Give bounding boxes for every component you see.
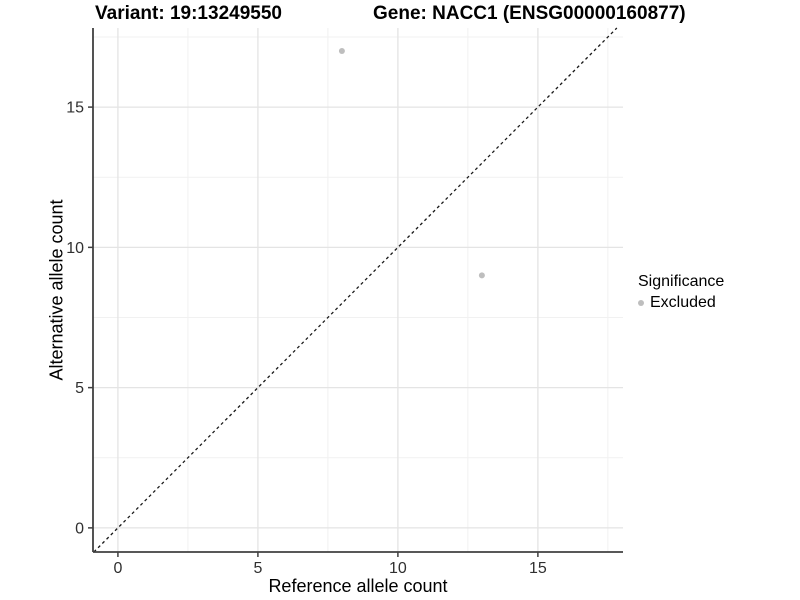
y-tick-label: 0 bbox=[75, 520, 84, 537]
x-tick-label: 10 bbox=[389, 560, 407, 577]
legend-item-label: Excluded bbox=[650, 294, 716, 311]
data-point bbox=[478, 272, 485, 279]
y-tick-label: 15 bbox=[66, 100, 84, 117]
y-tick-label: 10 bbox=[66, 240, 84, 257]
plot-title-variant: Variant: 19:13249550 bbox=[95, 3, 282, 24]
x-axis-title: Reference allele count bbox=[268, 576, 448, 596]
excluded-point-icon bbox=[638, 299, 644, 306]
y-axis-title: Alternative allele count bbox=[46, 199, 67, 381]
x-tick-label: 0 bbox=[113, 560, 122, 577]
data-point bbox=[338, 48, 345, 55]
plot-title-gene: Gene: NACC1 (ENSG00000160877) bbox=[373, 3, 686, 24]
legend-item-excluded: Excluded bbox=[638, 293, 724, 312]
x-tick-label: 5 bbox=[253, 560, 262, 577]
legend: Significance Excluded bbox=[638, 272, 724, 312]
x-tick-label: 15 bbox=[529, 560, 547, 577]
y-tick-label: 5 bbox=[75, 380, 84, 397]
legend-title: Significance bbox=[638, 273, 725, 290]
